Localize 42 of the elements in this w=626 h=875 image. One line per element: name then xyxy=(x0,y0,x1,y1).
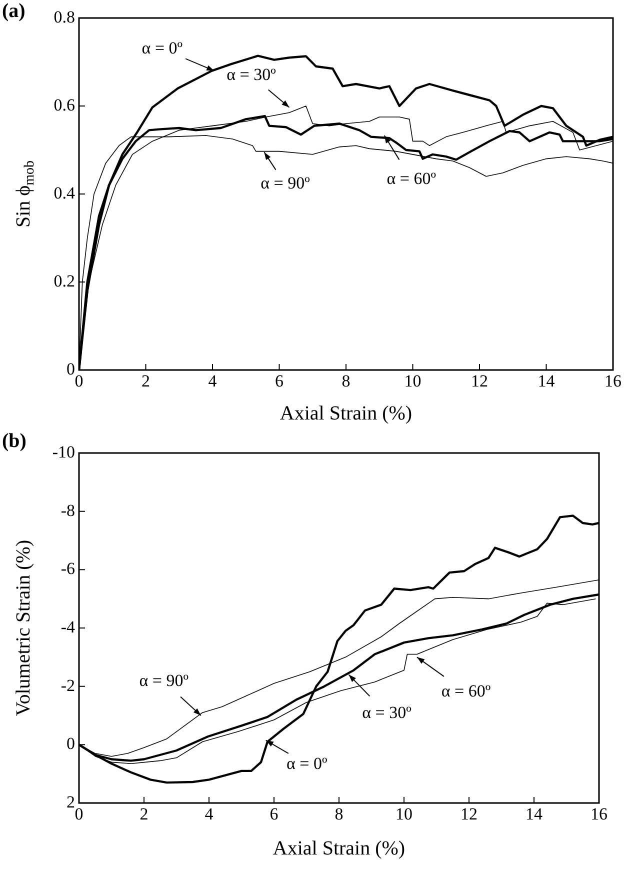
annotation: α = 90º xyxy=(260,174,310,193)
x-tick-label: 4 xyxy=(208,372,218,391)
x-tick-label: 14 xyxy=(526,804,543,824)
chart-title: (b) xyxy=(2,430,26,452)
x-tick-label: 12 xyxy=(460,804,478,824)
y-tick-label: 0.8 xyxy=(54,7,75,26)
x-tick-label: 12 xyxy=(471,372,488,391)
y-axis-title: Sin ϕmob xyxy=(12,160,38,228)
x-tick-label: 6 xyxy=(275,372,284,391)
x-axis-title: Axial Strain (%) xyxy=(280,402,412,424)
x-axis-title: Axial Strain (%) xyxy=(272,837,406,860)
x-tick-label: 4 xyxy=(204,804,214,824)
chart-title: (a) xyxy=(2,0,26,22)
x-tick-label: 8 xyxy=(342,372,350,391)
x-tick-label: 10 xyxy=(404,372,422,391)
y-tick-label: -4 xyxy=(60,617,76,636)
y-tick-label: -10 xyxy=(52,442,75,462)
y-tick-label: 0.4 xyxy=(54,183,76,202)
annotation: α = 60º xyxy=(441,682,491,701)
y-tick-label: 0.2 xyxy=(54,271,75,290)
annotation: α = 60º xyxy=(386,168,436,188)
y-tick-label: 2 xyxy=(66,792,75,812)
x-tick-label: 2 xyxy=(140,804,148,824)
x-tick-label: 8 xyxy=(334,804,344,824)
y-tick-label: -8 xyxy=(60,500,75,520)
annotation: α = 0º xyxy=(142,38,183,58)
y-tick-label: -6 xyxy=(60,559,75,578)
x-tick-label: 14 xyxy=(538,372,556,391)
x-tick-label: 6 xyxy=(270,804,278,824)
annotation: α = 0º xyxy=(286,754,328,773)
annotation: α = 90º xyxy=(139,670,189,690)
x-tick-label: 16 xyxy=(604,372,622,391)
x-tick-label: 2 xyxy=(142,372,150,391)
annotation: α = 30º xyxy=(362,703,412,722)
y-tick-label: 0 xyxy=(66,734,75,754)
annotation: α = 30º xyxy=(226,64,276,84)
x-tick-label: 10 xyxy=(396,804,412,824)
x-tick-label: 16 xyxy=(590,804,608,824)
y-tick-label: 0 xyxy=(66,359,75,378)
y-axis-title: Volumetric Strain (%) xyxy=(12,540,34,716)
y-tick-label: 0.6 xyxy=(54,95,75,114)
y-tick-label: -2 xyxy=(60,676,75,695)
